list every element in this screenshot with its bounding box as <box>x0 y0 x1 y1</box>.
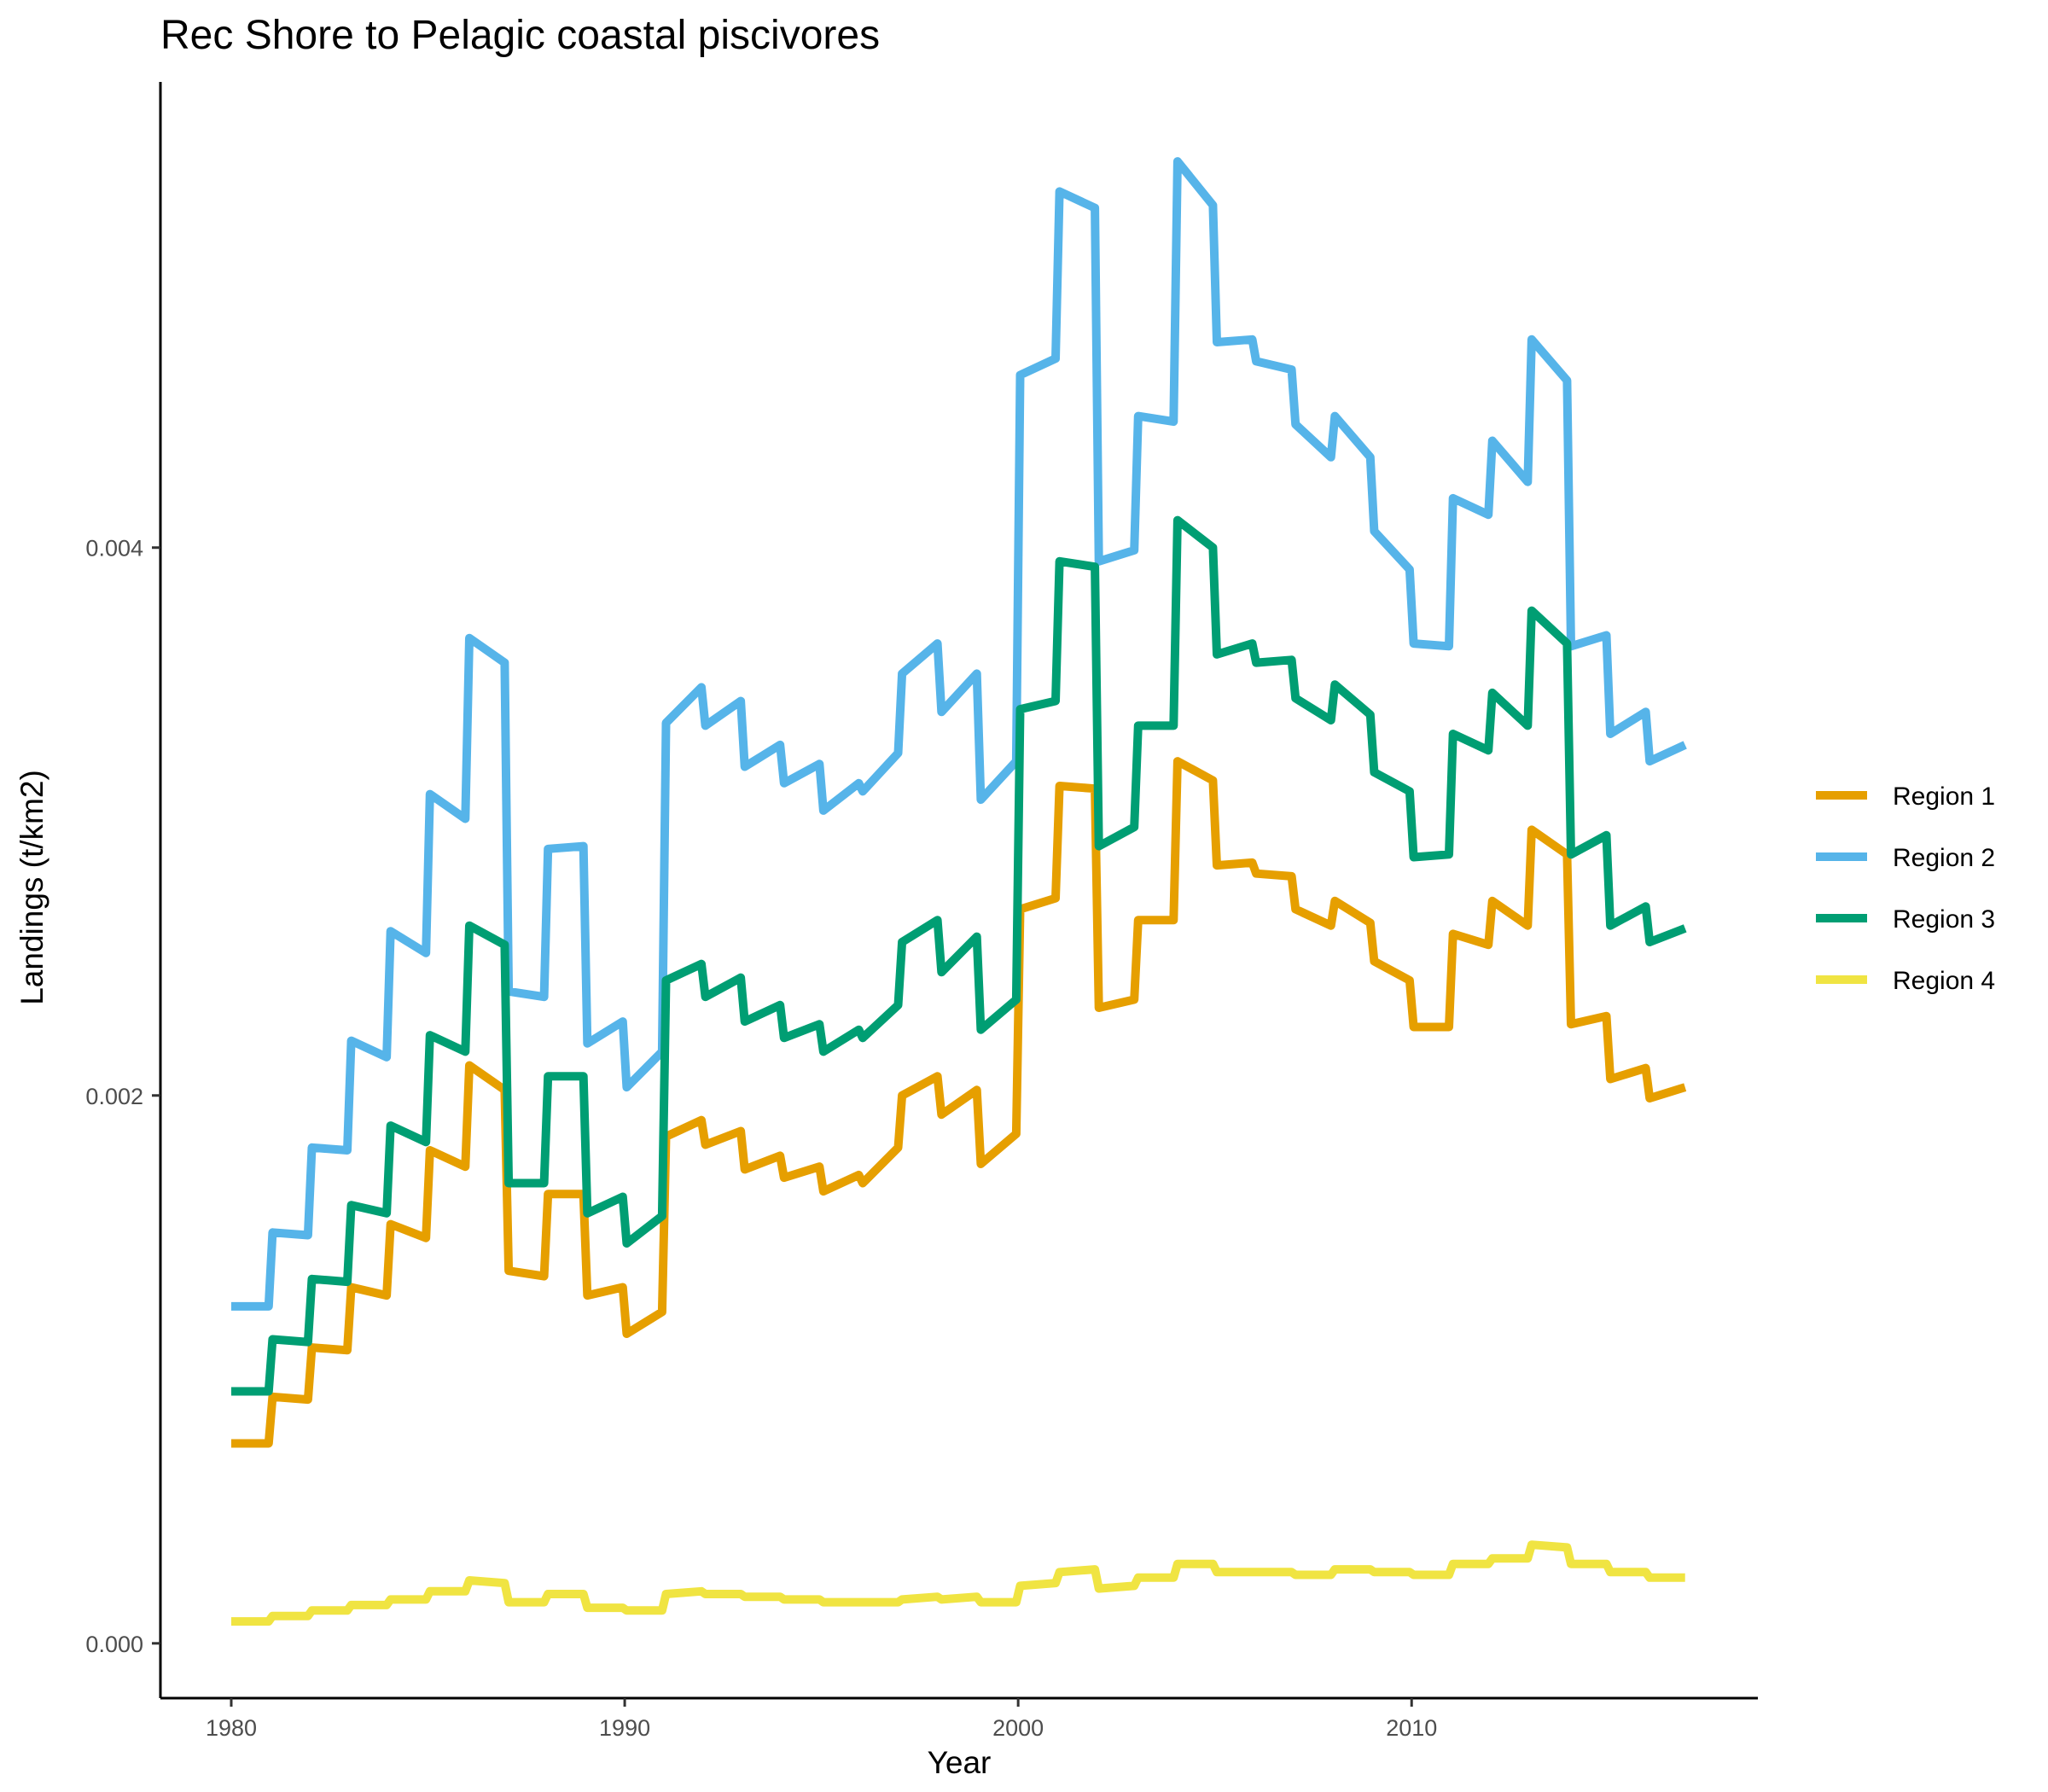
series-line-region-1 <box>229 757 1687 1448</box>
x-tick-label: 2010 <box>1386 1715 1437 1741</box>
legend-label-region-2: Region 2 <box>1893 844 1995 872</box>
y-axis-title: Landings (t/km2) <box>15 770 49 1005</box>
legend-label-region-1: Region 1 <box>1893 783 1995 811</box>
series-line-region-3 <box>229 515 1687 1396</box>
chart-title: Rec Shore to Pelagic coastal piscivores <box>160 13 881 58</box>
x-tick-label: 1980 <box>206 1715 257 1741</box>
series-line-region-4 <box>229 1540 1685 1626</box>
series-line-region-2 <box>229 157 1687 1311</box>
x-axis-title: Year <box>928 1745 992 1780</box>
legend-label-region-4: Region 4 <box>1893 967 1995 995</box>
x-tick-label: 2000 <box>992 1715 1044 1741</box>
y-tick-label: 0.004 <box>85 536 143 561</box>
x-tick-label: 1990 <box>599 1715 650 1741</box>
legend: Region 1 Region 2 Region 3 Region 4 <box>1816 783 1995 995</box>
y-tick-label: 0.002 <box>85 1084 143 1109</box>
y-tick-label: 0.000 <box>85 1632 143 1657</box>
x-ticks: 1980 1990 2000 2010 <box>206 1698 1437 1741</box>
series-layer <box>229 157 1687 1626</box>
y-ticks: 0.000 0.002 0.004 <box>85 536 160 1657</box>
legend-label-region-3: Region 3 <box>1893 905 1995 934</box>
